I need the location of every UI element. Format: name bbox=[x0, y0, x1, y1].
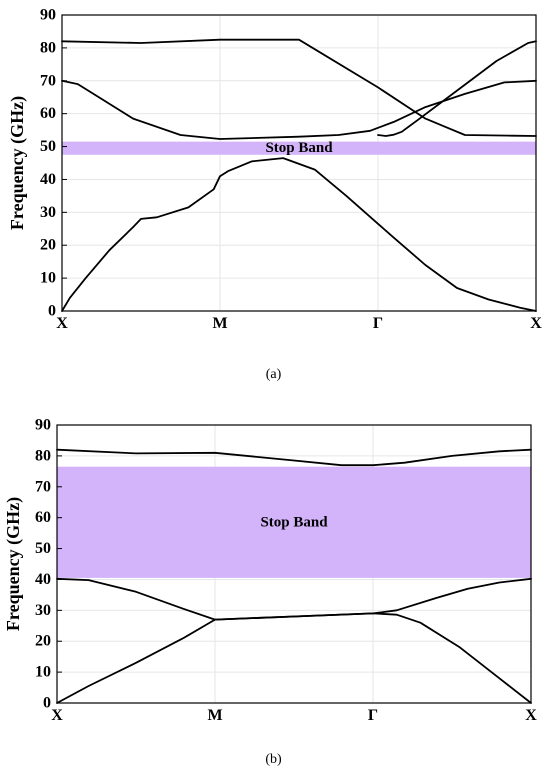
plot-frame bbox=[56, 424, 532, 704]
band-curve-4 bbox=[377, 40, 537, 137]
x-tick-label: Γ bbox=[373, 315, 383, 332]
y-tick-label: 70 bbox=[35, 478, 51, 495]
y-tick-label: 20 bbox=[40, 237, 56, 254]
band-curve-1 bbox=[61, 157, 537, 312]
y-tick-label: 80 bbox=[35, 447, 51, 464]
y-tick-label: 40 bbox=[35, 571, 51, 588]
x-tick-label: X bbox=[530, 315, 542, 332]
y-tick-labels: 0 10 20 30 40 50 60 70 80 90 bbox=[35, 417, 62, 712]
band-curve-3 bbox=[61, 38, 537, 137]
y-tick-label: 0 bbox=[43, 695, 51, 712]
stop-band-label: Stop Band bbox=[265, 140, 333, 156]
stop-band bbox=[57, 466, 531, 578]
x-tick-label: M bbox=[212, 315, 227, 332]
y-tick-label: 80 bbox=[40, 39, 56, 56]
band-diagram-b: Stop Band 0 10 20 30 40 50 60 70 80 90 X M Γ X Frequ… bbox=[3, 417, 537, 725]
y-tick-label: 60 bbox=[35, 509, 51, 526]
y-axis-title: Frequency (GHz) bbox=[7, 96, 28, 230]
dispersion-curves bbox=[61, 38, 537, 312]
dispersion-curves bbox=[56, 448, 532, 704]
y-tick-label: 10 bbox=[40, 270, 56, 287]
x-tick-label: X bbox=[525, 707, 537, 724]
stop-band-label: Stop Band bbox=[260, 514, 328, 530]
x-tick-label: X bbox=[56, 315, 68, 332]
band-curve-3 bbox=[56, 448, 532, 467]
y-tick-label: 20 bbox=[35, 633, 51, 650]
band-curve-2 bbox=[61, 79, 537, 140]
x-tick-label: X bbox=[51, 707, 63, 724]
y-tick-label: 90 bbox=[35, 417, 51, 434]
y-tick-label: 30 bbox=[35, 602, 51, 619]
caption-a: (a) bbox=[265, 367, 282, 382]
y-tick-label: 10 bbox=[35, 664, 51, 681]
x-tick-label: M bbox=[207, 707, 222, 724]
y-tick-label: 30 bbox=[40, 204, 56, 221]
y-tick-label: 60 bbox=[40, 105, 56, 122]
y-tick-label: 40 bbox=[40, 171, 56, 188]
y-tick-label: 50 bbox=[40, 138, 56, 155]
y-tick-label: 70 bbox=[40, 72, 56, 89]
y-tick-labels: 0 10 20 30 40 50 60 70 80 90 bbox=[40, 7, 67, 320]
y-tick-label: 50 bbox=[35, 540, 51, 557]
plot-frame bbox=[61, 14, 537, 312]
band-diagram-a: Stop Band 0 10 20 30 40 50 60 70 80 90 X M Γ X Frequ… bbox=[7, 7, 542, 333]
x-tick-label: Γ bbox=[368, 707, 378, 724]
stop-band bbox=[62, 141, 536, 155]
caption-b: (b) bbox=[265, 752, 282, 767]
y-axis-title: Frequency (GHz) bbox=[3, 497, 24, 631]
band-curve-2 bbox=[56, 577, 532, 621]
y-tick-label: 90 bbox=[40, 7, 56, 24]
y-tick-label: 0 bbox=[48, 303, 56, 320]
